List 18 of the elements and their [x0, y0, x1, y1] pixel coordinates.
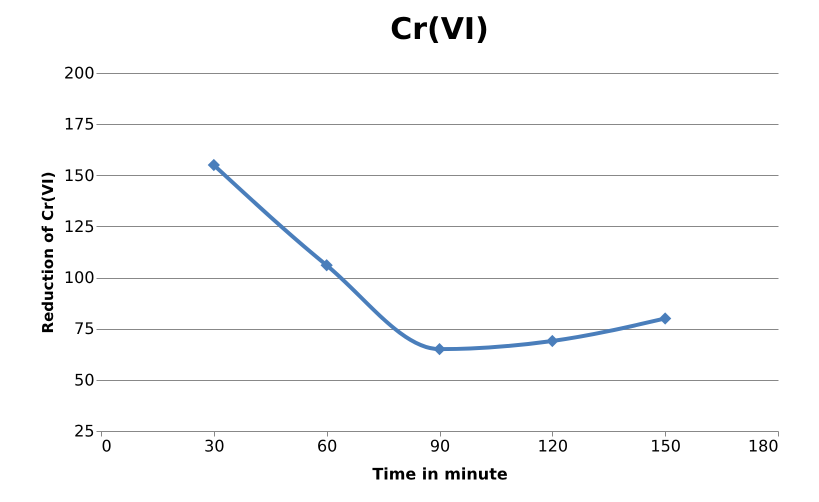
y-axis-title: Reduction of Cr(VI) [38, 172, 57, 334]
y-tick-label: 25 [74, 422, 94, 440]
y-tick-label: 100 [64, 268, 94, 288]
x-tick-label: 0 [102, 436, 112, 456]
x-axis-title: Time in minute [372, 464, 508, 484]
x-tick-label: 30 [204, 436, 225, 456]
chart-title: Cr(VI) [390, 12, 489, 47]
x-tick-label: 180 [748, 436, 778, 456]
y-tick-label: 50 [74, 370, 94, 390]
y-tick-label: 175 [64, 114, 94, 134]
y-tick-label: 150 [64, 166, 94, 185]
x-tick-label: 90 [430, 436, 450, 456]
y-tick-label: 125 [64, 216, 94, 236]
y-tick-label: 75 [74, 319, 94, 338]
x-tick-label: 60 [316, 436, 338, 456]
x-tick-label: 150 [650, 436, 681, 456]
x-tick-label: 120 [538, 436, 568, 456]
y-tick-label: 200 [64, 64, 94, 82]
